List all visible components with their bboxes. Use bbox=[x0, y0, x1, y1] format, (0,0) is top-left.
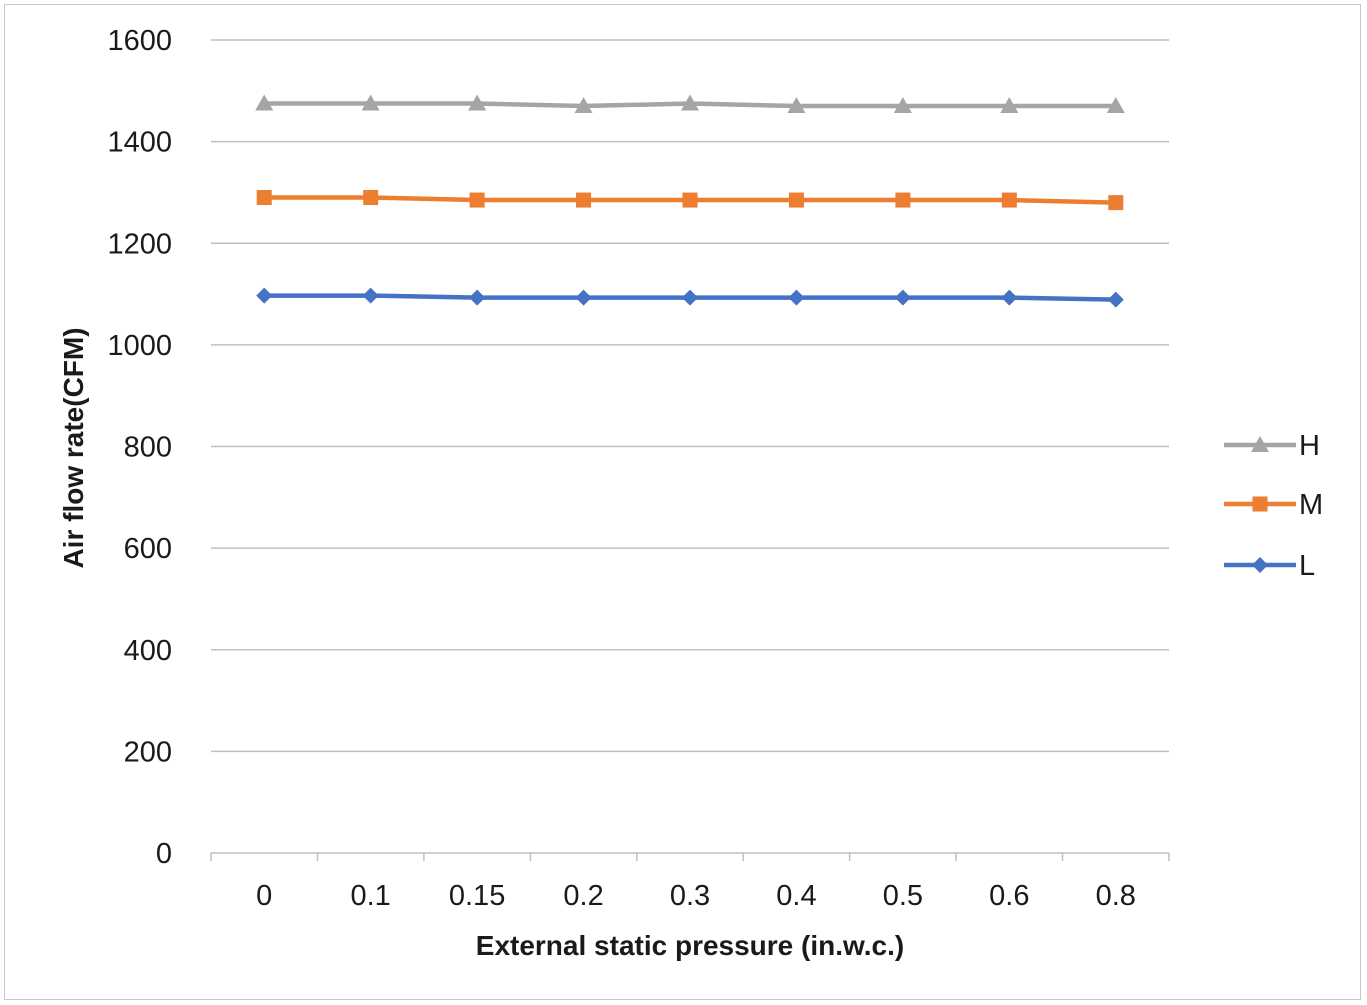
data-point-m bbox=[1108, 195, 1124, 211]
data-point-l bbox=[788, 289, 805, 306]
y-axis-ticks: 0 200 400 600 800 1000 1200 1400 1600 bbox=[107, 25, 172, 870]
data-point-h bbox=[574, 97, 593, 114]
data-point-m bbox=[576, 192, 592, 208]
legend-marker-h bbox=[1251, 436, 1269, 452]
data-point-l bbox=[1001, 289, 1018, 306]
series-group bbox=[255, 94, 1125, 308]
y-tick-label: 1400 bbox=[107, 127, 172, 159]
data-point-h bbox=[787, 97, 806, 114]
data-point-l bbox=[894, 289, 911, 306]
legend-marker-l bbox=[1252, 557, 1268, 573]
y-tick-label: 1200 bbox=[107, 228, 172, 260]
y-tick-label: 200 bbox=[124, 736, 172, 768]
data-point-h bbox=[468, 94, 487, 111]
x-tick-label: 0.2 bbox=[563, 880, 603, 912]
data-point-m bbox=[895, 192, 911, 208]
y-tick-label: 0 bbox=[156, 838, 172, 870]
data-point-l bbox=[1107, 291, 1124, 308]
data-point-h bbox=[1106, 97, 1125, 114]
data-point-h bbox=[893, 97, 912, 114]
x-tick-label: 0.5 bbox=[883, 880, 923, 912]
data-point-l bbox=[362, 287, 379, 304]
x-axis: 0 0.1 0.15 0.2 0.3 0.4 0.5 0.6 0.8 bbox=[210, 852, 1170, 912]
y-tick-label: 1600 bbox=[107, 25, 172, 57]
data-point-m bbox=[363, 190, 379, 206]
legend-marker-m bbox=[1252, 496, 1268, 512]
data-point-m bbox=[469, 192, 485, 208]
y-axis-title: Air flow rate(CFM) bbox=[58, 327, 89, 568]
legend-label-m: M bbox=[1299, 489, 1323, 521]
x-axis-title: External static pressure (in.w.c.) bbox=[476, 930, 904, 961]
x-tick-label: 0.3 bbox=[670, 880, 710, 912]
x-tick-label: 0.4 bbox=[776, 880, 816, 912]
y-tick-label: 800 bbox=[124, 432, 172, 464]
legend-label-l: L bbox=[1299, 550, 1315, 582]
data-point-m bbox=[256, 190, 272, 206]
x-tick-label: 0.1 bbox=[351, 880, 391, 912]
data-point-l bbox=[256, 287, 273, 304]
y-tick-label: 1000 bbox=[107, 330, 172, 362]
legend-label-h: H bbox=[1299, 430, 1320, 462]
x-tick-label: 0.15 bbox=[449, 880, 505, 912]
x-tick-label: 0 bbox=[256, 880, 272, 912]
chart-frame bbox=[4, 4, 1361, 1000]
data-point-h bbox=[1000, 97, 1019, 114]
gridlines bbox=[211, 39, 1169, 753]
data-point-h bbox=[361, 94, 380, 111]
data-point-h bbox=[681, 94, 699, 111]
data-point-l bbox=[575, 289, 592, 306]
x-tick-label: 0.8 bbox=[1096, 880, 1136, 912]
x-tick-label: 0.6 bbox=[989, 880, 1029, 912]
data-point-m bbox=[1001, 192, 1017, 208]
data-point-l bbox=[469, 289, 486, 306]
legend: HML bbox=[1224, 430, 1323, 582]
y-tick-label: 400 bbox=[124, 635, 172, 667]
data-point-m bbox=[788, 192, 804, 208]
data-point-m bbox=[682, 192, 698, 208]
data-point-h bbox=[255, 94, 274, 111]
data-point-l bbox=[682, 289, 698, 306]
y-tick-label: 600 bbox=[124, 533, 172, 565]
